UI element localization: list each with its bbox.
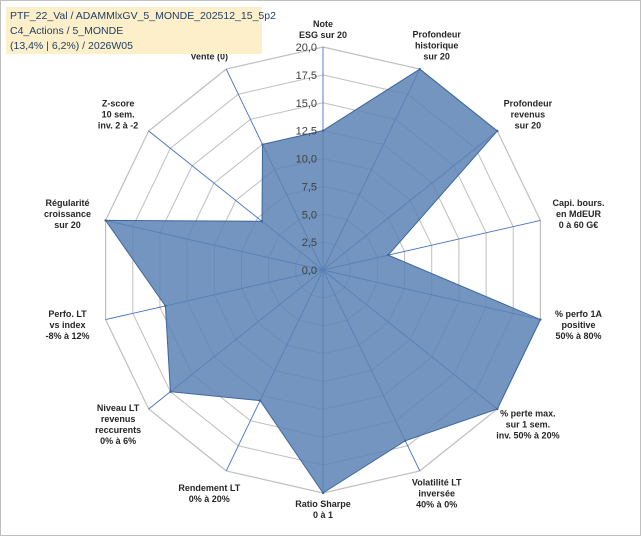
portfolio-stats: (13,4% | 6,2%) / 2026W05	[10, 40, 133, 52]
axis-label-line: 0% à 6%	[100, 436, 136, 446]
axis-label-line: revenus	[101, 414, 136, 424]
portfolio-category: C4_Actions / 5_MONDE	[10, 25, 124, 37]
axis-label-line: Niveau LT	[97, 403, 140, 413]
data-point	[321, 491, 325, 495]
axis-label-line: Capi. bours.	[552, 198, 604, 208]
axis-label-line: Profondeur	[504, 99, 553, 109]
axis-label-line: sur 20	[515, 121, 542, 131]
data-point	[321, 129, 325, 132]
tick-label: 20,0	[296, 42, 317, 54]
data-point	[260, 220, 264, 223]
tick-label: 0,0	[302, 265, 317, 277]
axis-label-line: vs index	[49, 320, 85, 330]
tick-label: 15,0	[296, 98, 317, 110]
data-point	[496, 407, 499, 411]
axis-label-line: inversée	[418, 488, 455, 498]
axis-label-line: 0 à 60 G€	[559, 220, 599, 230]
axis-label-line: 0% à 20%	[189, 494, 230, 504]
axis-label-line: Z-score	[102, 99, 135, 109]
data-point	[418, 67, 421, 71]
axis-label-line: % perte max.	[500, 408, 556, 418]
data-point	[164, 304, 167, 308]
axis-label-line: Profondeur	[412, 30, 461, 40]
data-point	[387, 253, 390, 257]
axis-label: Capi. bours. en MdEUR 0 à 60 G€	[552, 198, 604, 230]
axis-label-line: croissance	[44, 209, 91, 219]
axis-label-line: Perfo. LT	[48, 309, 87, 319]
axis-label: Note ESG sur 20	[299, 19, 347, 40]
tick-label: 2,5	[302, 237, 317, 249]
portfolio-name: PTF_22_Val / ADAMMlxGV_5_MONDE_202512_15…	[10, 10, 276, 22]
axis-label-line: Vente (0)	[191, 52, 229, 62]
tick-label: 10,0	[296, 154, 317, 166]
data-point	[104, 219, 107, 222]
data-point	[258, 399, 262, 402]
axis-label: Régularité croissance sur 20	[44, 198, 91, 230]
axis-label: Profondeur revenus sur 20	[504, 99, 553, 131]
data-point	[539, 318, 542, 321]
axis-label-line: -8% à 12%	[45, 331, 89, 341]
axis-label-line: reccurents	[95, 425, 141, 435]
axis-label-line: inv. 50% à 20%	[496, 430, 559, 440]
axis-label-line: historique	[415, 41, 459, 51]
data-point	[496, 129, 499, 133]
tick-label: 7,5	[302, 181, 317, 193]
data-point	[404, 439, 407, 442]
axis-label: Ratio Sharpe 0 à 1	[295, 499, 351, 520]
axis-label-line: 10 sem.	[102, 110, 135, 120]
axis-label-line: en MdEUR	[556, 209, 602, 219]
data-point	[261, 143, 264, 146]
axis-label: % perte max. sur 1 sem. inv. 50% à 20%	[496, 408, 559, 440]
axis-label-line: sur 1 sem.	[506, 419, 551, 429]
axis-label-line: ESG sur 20	[299, 30, 347, 40]
axis-label-line: sur 20	[54, 220, 81, 230]
portfolio-info-box: PTF_22_Val / ADAMMlxGV_5_MONDE_202512_15…	[6, 7, 276, 54]
data-point	[169, 390, 172, 393]
tick-label: 12,5	[296, 126, 317, 138]
axis-label-line: % perfo 1A	[555, 309, 603, 319]
axis-label-line: 40% à 0%	[416, 499, 457, 509]
axis-label: Rendement LT 0% à 20%	[178, 483, 240, 504]
axis-label-line: Régularité	[45, 198, 89, 208]
tick-label: 17,5	[296, 70, 317, 82]
axis-label-line: positive	[561, 320, 595, 330]
axis-label-line: revenus	[511, 110, 546, 120]
axis-label-line: Rendement LT	[178, 483, 240, 493]
axis-label-line: Ratio Sharpe	[295, 499, 351, 509]
axis-label-line: 50% à 80%	[555, 331, 601, 341]
axis-label-line: 0 à 1	[313, 510, 333, 520]
axis-label-line: inv. 2 à -2	[98, 121, 138, 131]
tick-label: 5,0	[302, 209, 317, 221]
axis-label: Profondeur historique sur 20	[412, 30, 461, 62]
axis-label: Z-score 10 sem. inv. 2 à -2	[98, 99, 138, 131]
axis-label: Volatilité LT inversée 40% à 0%	[412, 477, 462, 509]
axis-label-line: Volatilité LT	[412, 477, 462, 487]
series-area	[104, 68, 542, 494]
axis-label: Perfo. LT vs index -8% à 12%	[45, 309, 89, 341]
axis-label: % perfo 1A positive 50% à 80%	[555, 309, 603, 341]
axis-label: Niveau LT revenus reccurents 0% à 6%	[95, 403, 141, 446]
axis-label-line: sur 20	[423, 52, 450, 62]
axis-label-line: Note	[313, 19, 333, 29]
